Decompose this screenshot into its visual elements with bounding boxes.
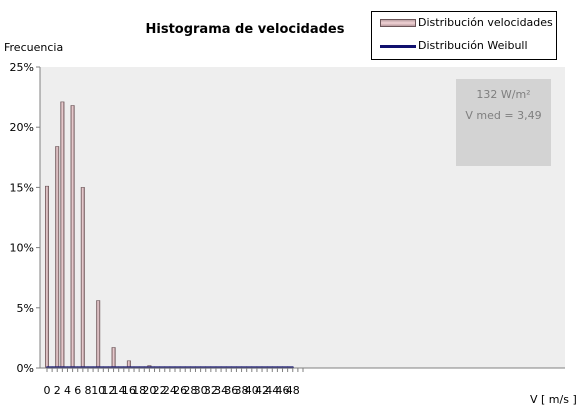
tick-labels-layer: 0%5%10%15%20%25%0 2 4 6 8 1012141618202224262…	[10, 61, 300, 397]
x-tick-label: 28	[183, 384, 197, 397]
histogram-bar	[60, 101, 65, 369]
x-tick-label: 42	[255, 384, 269, 397]
x-tick-label: 30	[194, 384, 208, 397]
power-density-annotation: 132 W/m²	[476, 88, 531, 101]
x-tick-label: 10	[91, 384, 105, 397]
legend: Distribución velocidades Distribución We…	[371, 11, 557, 60]
mean-speed-annotation: V med = 3,49	[465, 109, 542, 122]
x-tick-label: 16	[122, 384, 136, 397]
y-axis-label: Frecuencia	[4, 41, 64, 54]
legend-label: Distribución velocidades	[418, 16, 553, 29]
histogram-bar	[70, 105, 75, 369]
x-tick-label: 24	[163, 384, 177, 397]
y-tick-label: 25%	[10, 61, 34, 74]
histogram-bar	[80, 187, 85, 369]
y-tick-label: 0%	[17, 362, 34, 375]
x-tick-label: 32	[204, 384, 218, 397]
x-tick-label: 12	[101, 384, 115, 397]
x-tick-label: 14	[112, 384, 126, 397]
histogram-bar	[111, 347, 116, 369]
x-tick-label: 48	[286, 384, 300, 397]
x-axis-label: V [ m/s ]	[530, 393, 577, 406]
x-tick-label: 2	[54, 384, 61, 397]
x-tick-label: 8	[84, 384, 91, 397]
y-tick-label: 10%	[10, 242, 34, 255]
x-tick-label: 26	[173, 384, 187, 397]
info-annotation-box: 132 W/m² V med = 3,49	[456, 79, 551, 166]
y-tick-label: 5%	[17, 302, 34, 315]
x-tick-label: 38	[235, 384, 249, 397]
x-tick-label: 0	[44, 384, 51, 397]
y-tick-label: 15%	[10, 181, 34, 194]
x-tick-label: 22	[153, 384, 167, 397]
legend-line-swatch	[380, 45, 416, 48]
legend-bar-swatch	[380, 19, 416, 27]
x-tick-label: 44	[265, 384, 279, 397]
x-tick-label: 20	[142, 384, 156, 397]
x-tick-label: 34	[214, 384, 228, 397]
x-tick-label: 6	[74, 384, 81, 397]
x-tick-label: 46	[276, 384, 290, 397]
x-tick-label: 4	[64, 384, 71, 397]
x-tick-label: 36	[224, 384, 238, 397]
y-tick-label: 20%	[10, 121, 34, 134]
axes-layer	[36, 66, 565, 372]
x-tick-label: 18	[132, 384, 146, 397]
chart-title: Histograma de velocidades	[145, 22, 345, 37]
histogram-bar	[44, 185, 49, 369]
histogram-bar	[96, 300, 101, 369]
histogram-bar	[55, 146, 60, 369]
x-tick-label: 40	[245, 384, 259, 397]
legend-label: Distribución Weibull	[418, 39, 528, 52]
